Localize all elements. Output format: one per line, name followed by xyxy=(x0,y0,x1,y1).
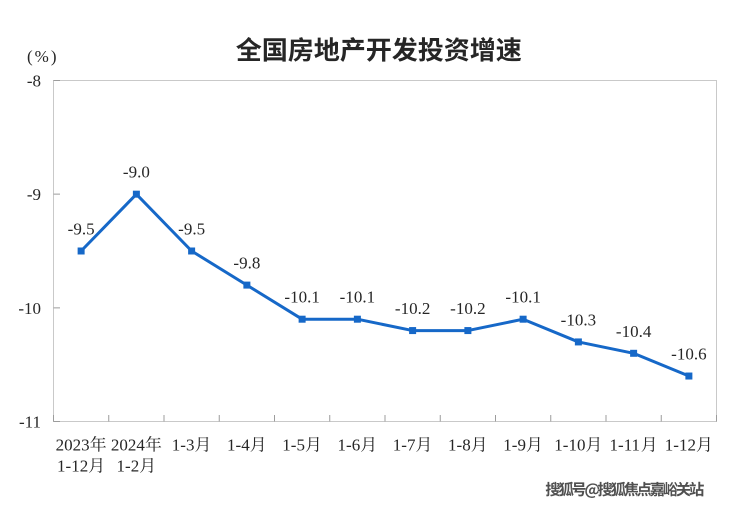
svg-text:1-12: 1-12 xyxy=(57,457,88,476)
svg-text:-9.5: -9.5 xyxy=(178,220,205,239)
svg-text:-10.1: -10.1 xyxy=(284,288,319,307)
svg-text:-10.4: -10.4 xyxy=(616,322,652,341)
svg-text:1-2: 1-2 xyxy=(117,457,140,476)
svg-text:1-7: 1-7 xyxy=(393,436,416,455)
svg-text:(%): (%) xyxy=(27,47,58,66)
svg-text:1-6: 1-6 xyxy=(338,436,361,455)
svg-text:1-5: 1-5 xyxy=(282,436,305,455)
svg-text:-9.8: -9.8 xyxy=(233,254,260,273)
svg-text:1-9: 1-9 xyxy=(503,436,526,455)
svg-text:-10.1: -10.1 xyxy=(505,288,540,307)
svg-text:-11: -11 xyxy=(19,413,41,432)
svg-text:-10.2: -10.2 xyxy=(395,299,430,318)
svg-text:-10: -10 xyxy=(18,299,41,318)
svg-text:2024: 2024 xyxy=(111,436,146,455)
svg-text:1-4: 1-4 xyxy=(227,436,250,455)
svg-text:1-10: 1-10 xyxy=(554,436,585,455)
svg-text:-9: -9 xyxy=(27,185,41,204)
svg-text:1-11: 1-11 xyxy=(610,436,641,455)
svg-text:-9.0: -9.0 xyxy=(123,163,150,182)
svg-text:-10.1: -10.1 xyxy=(340,288,375,307)
svg-text:-10.6: -10.6 xyxy=(671,345,706,364)
svg-text:1-3: 1-3 xyxy=(172,436,195,455)
svg-text:-10.3: -10.3 xyxy=(561,310,596,329)
svg-text:1-12: 1-12 xyxy=(665,436,696,455)
svg-text:-9.5: -9.5 xyxy=(68,220,95,239)
svg-text:2023: 2023 xyxy=(56,436,90,455)
svg-text:-10.2: -10.2 xyxy=(450,299,485,318)
svg-text:1-8: 1-8 xyxy=(448,436,471,455)
svg-text:-8: -8 xyxy=(27,72,41,91)
